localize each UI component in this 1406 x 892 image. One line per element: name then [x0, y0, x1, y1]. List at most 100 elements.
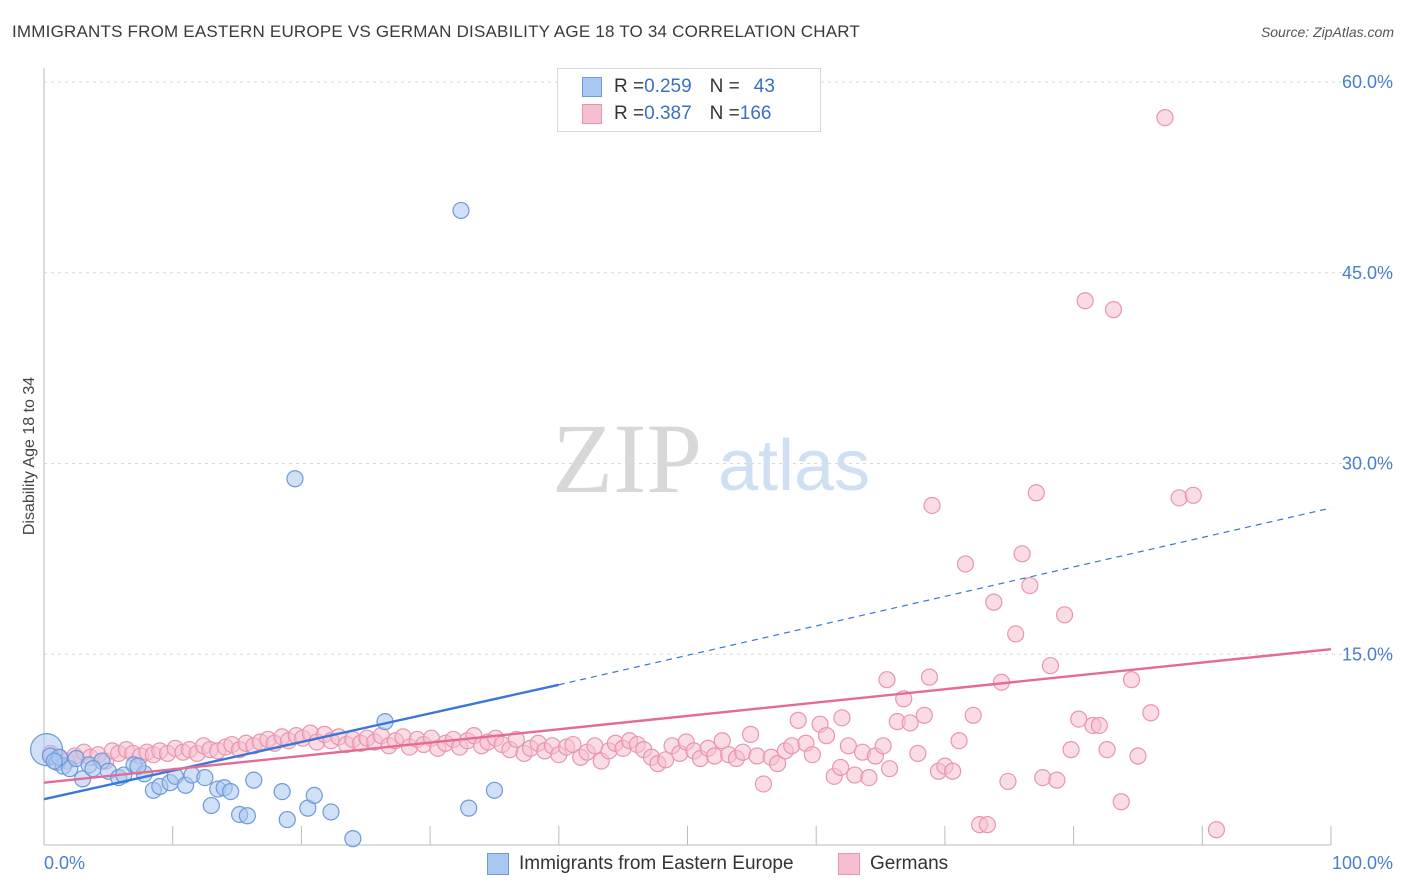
point-germans: [748, 747, 766, 765]
point-germans: [817, 727, 836, 745]
trend-lines: [43, 507, 1332, 801]
point-germans: [1122, 671, 1141, 689]
watermark-atlas: atlas: [718, 426, 870, 506]
point-germans: [878, 671, 896, 689]
point-germans: [909, 744, 927, 763]
tick-labels: 15.0% 30.0% 45.0% 60.0% 0.0% 100.0%: [44, 72, 1393, 873]
x-tick-label: 100.0%: [1332, 853, 1393, 873]
point-germans: [956, 555, 975, 573]
point-germans: [999, 772, 1017, 791]
point-germans: [1184, 486, 1202, 504]
point-germans: [1142, 704, 1160, 722]
point-germans: [860, 769, 878, 787]
bottom-legend-swatch-pink: [838, 853, 860, 875]
point-eastern-europe: [344, 830, 362, 848]
point-eastern-europe: [84, 760, 102, 778]
legend-n-value: 166: [739, 103, 772, 124]
point-germans: [1156, 109, 1174, 127]
trend-line-germans: [43, 647, 1332, 784]
bottom-legend-swatch-blue: [487, 853, 509, 875]
bottom-legend-label: Immigrants from Eastern Europe: [519, 853, 794, 874]
bottom-legend-label: Germans: [870, 853, 949, 874]
point-germans: [789, 711, 807, 729]
point-germans: [741, 725, 760, 743]
point-eastern-europe: [202, 796, 220, 815]
legend-row-germans: R = 0.387 N = 166: [582, 102, 771, 126]
point-eastern-europe: [286, 470, 304, 488]
point-germans: [964, 706, 982, 724]
point-germans: [1112, 793, 1130, 811]
legend-swatch-blue: [582, 77, 602, 97]
point-germans: [874, 737, 892, 755]
point-germans: [1034, 769, 1052, 787]
y-tick-label: 45.0%: [1342, 263, 1393, 283]
point-germans: [803, 746, 821, 764]
point-eastern-europe: [245, 771, 263, 789]
y-axis-label: Disability Age 18 to 34: [21, 377, 38, 535]
point-germans: [1098, 741, 1116, 759]
point-germans: [1104, 301, 1123, 319]
point-germans: [705, 747, 724, 765]
point-germans: [754, 775, 773, 793]
grid-lines: [44, 81, 1392, 655]
legend-row-eastern-europe: R = 0.259 N = 43: [582, 75, 775, 99]
point-eastern-europe: [45, 752, 63, 770]
point-eastern-europe: [278, 810, 296, 829]
source-label: Source: ZipAtlas.com: [1260, 24, 1394, 40]
point-eastern-europe: [129, 757, 147, 775]
point-germans: [1048, 771, 1066, 789]
point-germans: [1007, 625, 1025, 643]
point-eastern-europe: [273, 782, 291, 801]
point-germans: [1013, 545, 1031, 563]
trend-line-eastern-europe: [43, 683, 560, 801]
stats-legend: R = 0.259 N = 43 R = 0.387 N = 166: [557, 68, 821, 132]
point-eastern-europe: [222, 782, 240, 801]
legend-n-label: N =: [709, 76, 740, 97]
legend-n-label: N =: [709, 103, 740, 124]
y-tick-label: 15.0%: [1342, 644, 1393, 664]
point-germans: [1062, 741, 1080, 759]
legend-r-value: 0.387: [644, 103, 692, 124]
point-eastern-europe: [322, 803, 340, 821]
point-germans: [923, 496, 941, 515]
chart-title: IMMIGRANTS FROM EASTERN EUROPE VS GERMAN…: [12, 22, 860, 41]
point-germans: [1027, 484, 1045, 502]
point-germans: [880, 760, 899, 778]
bottom-legend-germans: Germans: [838, 850, 948, 878]
point-eastern-europe: [305, 786, 323, 805]
legend-r-label: R =: [614, 103, 645, 124]
point-germans: [1070, 710, 1088, 728]
point-germans: [950, 732, 968, 750]
point-germans: [1021, 576, 1039, 595]
bottom-legend-eastern-europe: Immigrants from Eastern Europe: [487, 850, 794, 878]
point-germans: [1041, 657, 1060, 675]
point-germans: [507, 730, 525, 749]
point-germans: [1076, 292, 1094, 310]
legend-r-value: 0.259: [644, 76, 692, 97]
germans-points: [41, 109, 1226, 839]
point-germans: [1170, 489, 1188, 507]
y-tick-label: 30.0%: [1342, 454, 1393, 474]
point-germans: [783, 737, 801, 755]
point-germans: [1090, 716, 1108, 735]
point-eastern-europe: [452, 201, 470, 220]
point-eastern-europe: [238, 807, 256, 825]
point-germans: [1055, 606, 1074, 624]
legend-r-label: R =: [614, 76, 645, 97]
point-germans: [832, 758, 850, 777]
y-tick-label: 60.0%: [1342, 72, 1393, 92]
point-eastern-europe: [196, 769, 214, 787]
point-germans: [901, 714, 919, 732]
point-germans: [564, 735, 582, 754]
point-germans: [657, 751, 675, 769]
point-germans: [768, 755, 787, 773]
point-eastern-europe: [460, 799, 478, 817]
trend-line-eastern-europe-extension: [558, 507, 1332, 686]
point-germans: [1129, 747, 1147, 765]
point-germans: [985, 593, 1003, 611]
legend-swatch-pink: [582, 104, 602, 124]
axes: [43, 68, 1332, 846]
point-germans: [734, 743, 752, 761]
point-germans: [944, 762, 962, 780]
